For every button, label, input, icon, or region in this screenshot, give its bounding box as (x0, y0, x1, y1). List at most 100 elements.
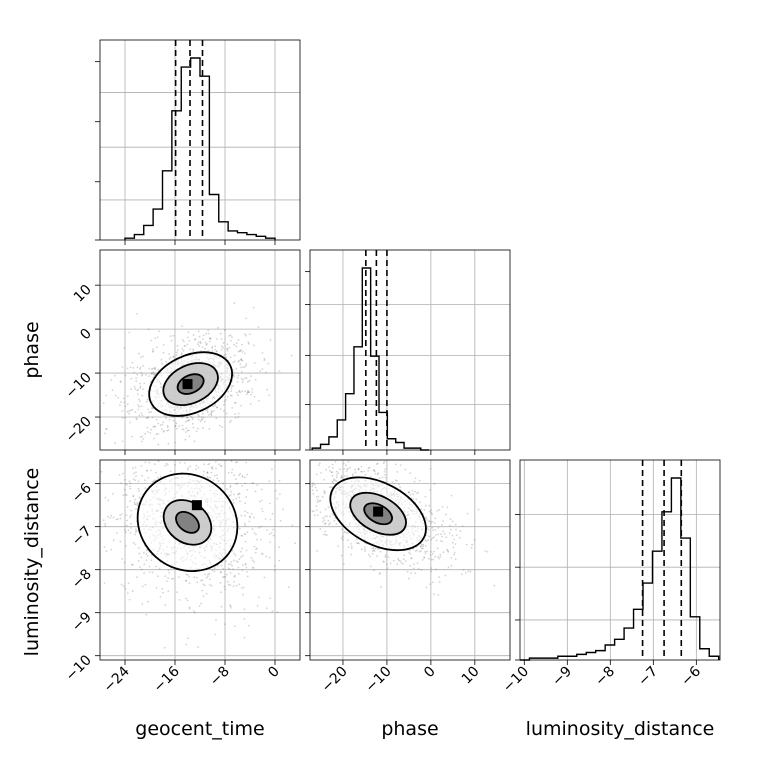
contour-phase-geocent-sample-point (105, 394, 108, 397)
contour-lumdist-geocent-sample-point (211, 569, 214, 572)
contour-phase-geocent-sample-point (240, 404, 243, 407)
contour-lumdist-geocent-sample-point (224, 576, 227, 578)
contour-lumdist-geocent-sample-point (200, 579, 202, 582)
contour-lumdist-phase-sample-point (311, 483, 314, 486)
contour-phase-geocent-sample-point (226, 348, 229, 350)
contour-lumdist-phase-sample-point (376, 555, 378, 558)
contour-lumdist-phase-sample-point (333, 520, 336, 522)
contour-lumdist-geocent-sample-point (243, 617, 246, 620)
contour-lumdist-geocent-sample-point (245, 496, 248, 498)
contour-lumdist-geocent-sample-point (272, 528, 274, 531)
contour-lumdist-phase-sample-point (315, 473, 318, 476)
contour-lumdist-geocent-sample-point (185, 579, 188, 582)
contour-phase-geocent-sample-point (145, 373, 147, 376)
contour-lumdist-phase-sample-point (340, 476, 343, 479)
contour-lumdist-geocent-sample-point (236, 584, 238, 587)
contour-lumdist-phase-sample-point (420, 545, 422, 548)
contour-phase-geocent-sample-point (193, 338, 196, 341)
contour-phase-geocent-sample-point (237, 412, 240, 415)
contour-lumdist-phase-sample-point (321, 495, 324, 498)
contour-lumdist-phase-sample-point (312, 482, 314, 484)
contour-lumdist-geocent-sample-point (185, 643, 188, 646)
contour-phase-geocent-sample-point (210, 413, 213, 416)
contour-phase-geocent-sample-point (230, 394, 233, 397)
contour-lumdist-geocent-sample-point (208, 578, 211, 580)
contour-lumdist-geocent-sample-point (205, 576, 208, 579)
contour-lumdist-phase-sample-point (445, 536, 448, 539)
contour-lumdist-phase-sample-point (438, 557, 440, 560)
contour-lumdist-geocent-sample-point (206, 471, 209, 473)
contour-phase-geocent-sample-point (124, 416, 126, 419)
contour-phase-geocent-sample-point (174, 425, 177, 428)
contour-lumdist-phase-sample-point (358, 542, 360, 545)
contour-phase-geocent-sample-point (228, 335, 231, 337)
contour-lumdist-phase-sample-point (423, 508, 426, 511)
contour-phase-geocent-sample-point (150, 428, 152, 431)
contour-lumdist-phase-sample-point (447, 550, 450, 553)
contour-phase-geocent-sample-point (195, 430, 198, 433)
contour-lumdist-phase-sample-point (423, 556, 426, 559)
contour-phase-geocent-frame (99, 249, 301, 451)
contour-lumdist-geocent-sample-point (151, 480, 154, 483)
contour-phase-geocent-sample-point (139, 368, 141, 370)
contour-phase-geocent-sample-point (197, 343, 199, 346)
contour-phase-geocent-sample-point (234, 413, 236, 415)
contour-lumdist-geocent-sample-point (240, 587, 243, 589)
contour-lumdist-geocent-sample-point (258, 526, 261, 529)
contour-lumdist-geocent-sample-point (192, 610, 195, 612)
contour-phase-geocent-sample-point (237, 394, 240, 397)
contour-lumdist-phase-sample-point (428, 520, 431, 523)
contour-lumdist-geocent-sample-point (186, 599, 189, 602)
contour-lumdist-geocent-sample-point (253, 545, 256, 548)
contour-lumdist-geocent-sample-point (279, 519, 282, 522)
contour-lumdist-geocent-sample-point (252, 482, 254, 485)
contour-lumdist-geocent-sample-point (178, 576, 180, 578)
contour-lumdist-geocent-sample-point (217, 479, 220, 482)
contour-phase-geocent-sample-point (233, 354, 236, 357)
contour-phase-geocent-sample-point (146, 416, 149, 419)
contour-phase-geocent-sample-point (237, 374, 240, 377)
contour-lumdist-geocent-sample-point (208, 572, 211, 575)
contour-phase-geocent-sample-point (224, 329, 226, 331)
contour-lumdist-geocent-sample-point (187, 468, 189, 471)
contour-lumdist-phase-sample-point (347, 461, 350, 463)
contour-lumdist-phase-sample-point (428, 504, 431, 507)
contour-lumdist-geocent-sample-point (229, 606, 232, 609)
contour-lumdist-phase-sample-point (437, 556, 439, 558)
contour-lumdist-geocent-sample-point (235, 483, 238, 486)
contour-lumdist-phase-sample-point (332, 480, 335, 482)
contour-lumdist-geocent-sample-point (197, 646, 200, 648)
contour-lumdist-phase-sample-point (354, 471, 357, 474)
contour-phase-geocent-sample-point (181, 325, 183, 328)
contour-lumdist-geocent-sample-point (183, 462, 186, 464)
contour-phase-geocent-sample-point (136, 373, 139, 376)
contour-phase-geocent-sample-point (123, 401, 126, 404)
contour-lumdist-geocent-sample-point (287, 586, 290, 589)
contour-lumdist-phase-sample-point (435, 534, 437, 536)
contour-phase-geocent-sample-point (135, 418, 138, 420)
contour-lumdist-geocent-sample-point (129, 487, 132, 490)
contour-phase-geocent-sample-point (231, 336, 233, 339)
contour-lumdist-phase-sample-point (431, 537, 434, 539)
contour-lumdist-geocent-sample-point (247, 624, 250, 627)
x-axis-label-geocent-time: geocent_time (135, 718, 264, 740)
contour-lumdist-phase-sample-point (452, 541, 454, 544)
contour-phase-geocent-sample-point (239, 391, 242, 394)
contour-phase-geocent-sample-point (151, 416, 154, 419)
contour-lumdist-geocent-peak-bin (191, 500, 202, 511)
contour-phase-geocent-sample-point (184, 438, 187, 441)
contour-lumdist-geocent-sample-point (168, 572, 171, 574)
contour-lumdist-geocent-sample-point (131, 563, 133, 566)
contour-phase-geocent-sample-point (245, 393, 248, 396)
contour-lumdist-geocent-sample-point (186, 574, 189, 576)
contour-lumdist-phase-sample-point (389, 562, 392, 565)
contour-lumdist-phase-sample-point (373, 469, 376, 472)
contour-lumdist-phase-sample-point (315, 496, 318, 498)
contour-lumdist-phase-sample-point (315, 489, 318, 492)
contour-lumdist-phase-sample-point (442, 530, 444, 533)
contour-lumdist-phase-sample-point (332, 467, 334, 469)
contour-lumdist-geocent-sample-point (145, 553, 148, 555)
contour-lumdist-geocent-sample-point (169, 470, 172, 472)
contour-phase-geocent-sample-point (122, 397, 125, 400)
contour-phase-geocent-sample-point (211, 346, 214, 348)
